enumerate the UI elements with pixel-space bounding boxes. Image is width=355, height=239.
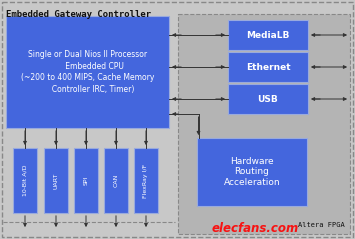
- Bar: [44, 148, 68, 213]
- Bar: [13, 148, 37, 213]
- Text: MediaLB: MediaLB: [246, 31, 290, 39]
- Bar: [197, 138, 307, 206]
- Text: 10-Bit A/D: 10-Bit A/D: [22, 165, 27, 196]
- Text: elecfans.com: elecfans.com: [211, 222, 299, 235]
- Bar: [228, 52, 308, 82]
- Bar: [6, 16, 169, 128]
- Bar: [74, 148, 98, 213]
- Text: Altera FPGA: Altera FPGA: [298, 222, 345, 228]
- Text: Ethernet: Ethernet: [246, 63, 290, 71]
- Text: Embedded Gateway Controller: Embedded Gateway Controller: [6, 10, 151, 19]
- Bar: [134, 148, 158, 213]
- Bar: [104, 148, 128, 213]
- Text: Single or Dual Nios II Processor
      Embedded CPU
(~200 to 400 MIPS, Cache Mem: Single or Dual Nios II Processor Embedde…: [21, 50, 154, 94]
- Text: Hardware
Routing
Acceleration: Hardware Routing Acceleration: [224, 157, 280, 187]
- Text: SPI: SPI: [83, 176, 88, 185]
- Bar: [228, 20, 308, 50]
- Text: FlexRay I/F: FlexRay I/F: [143, 163, 148, 198]
- Bar: [178, 14, 350, 234]
- Bar: [228, 84, 308, 114]
- Text: USB: USB: [258, 94, 278, 103]
- Text: UART: UART: [54, 172, 59, 189]
- Text: CAN: CAN: [114, 174, 119, 187]
